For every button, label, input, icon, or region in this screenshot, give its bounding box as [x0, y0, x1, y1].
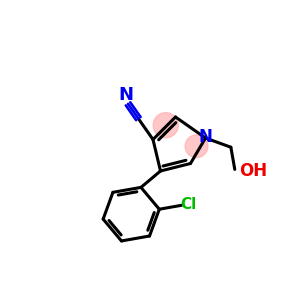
Text: OH: OH: [239, 162, 267, 180]
Text: N: N: [199, 128, 212, 146]
Circle shape: [185, 135, 208, 158]
Text: Cl: Cl: [181, 196, 197, 211]
Text: N: N: [119, 86, 134, 104]
Circle shape: [153, 113, 178, 138]
